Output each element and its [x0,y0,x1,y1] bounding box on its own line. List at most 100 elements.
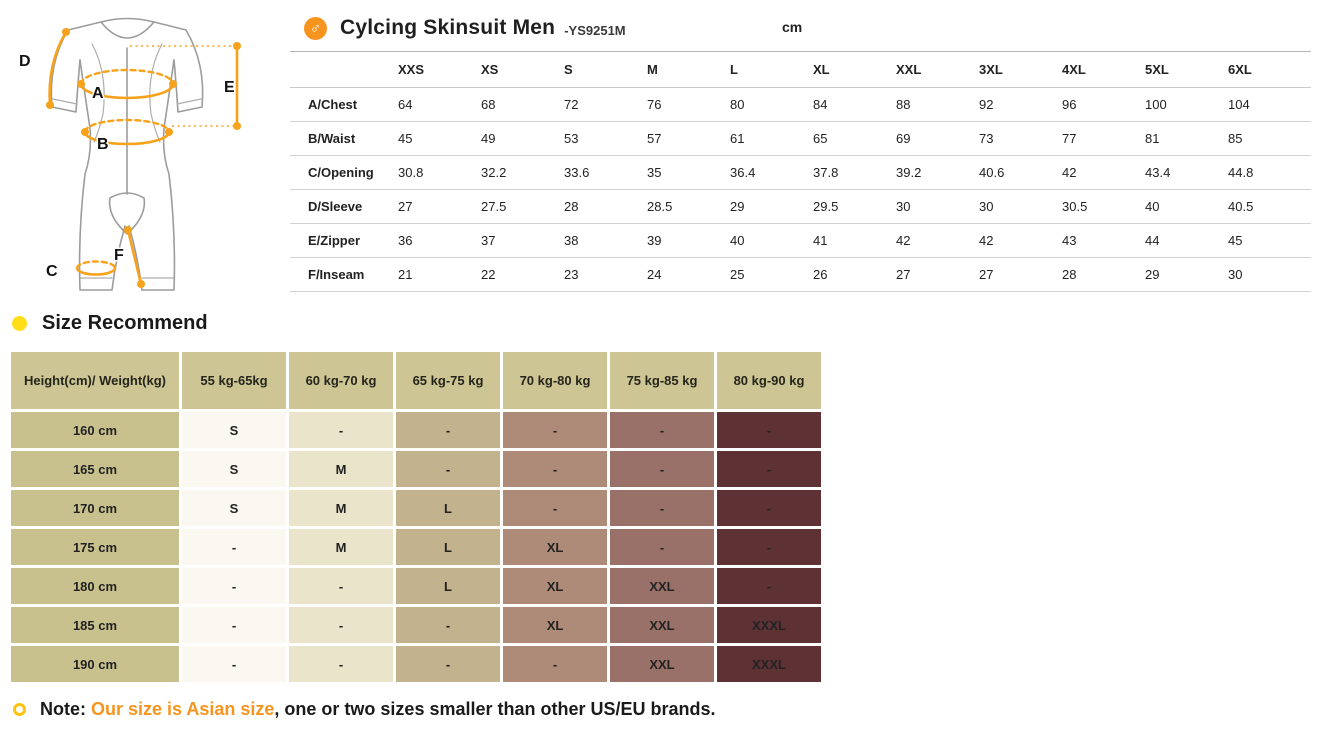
size-table-row: F/Inseam 21 22 23 24 25 26 27 27 28 29 30 [290,257,1311,292]
product-model-code: -YS9251M [564,22,626,38]
note-bullet-ring-icon [13,703,26,716]
right-sleeve [153,21,204,113]
product-title: Cylcing Skinsuit Men [340,16,556,39]
measurement-label: F/Inseam [290,257,398,292]
recommend-size-cell: - [289,607,393,643]
weight-range-header: 65 kg-75 kg [396,352,500,409]
size-table-row: A/Chest 64 68 72 76 80 84 88 92 96 100 104 [290,87,1311,122]
recommend-row: 190 cm - - - - XXL XXXL [11,646,821,682]
height-label: 190 cm [11,646,179,682]
size-column-header: XS [481,51,564,88]
diagram-label-opening: C [46,263,58,280]
measurement-value: 69 [896,121,979,156]
size-table-row: B/Waist 45 49 53 57 61 65 69 73 77 81 85 [290,121,1311,156]
right-cuff-band [176,98,202,105]
recommend-size-cell: XXL [610,607,714,643]
measurement-value: 30 [979,189,1062,224]
measurement-value: 40.6 [979,155,1062,190]
size-column-header: XXS [398,51,481,88]
measurement-value: 42 [979,223,1062,258]
measurement-value: 45 [1228,223,1311,258]
product-size-section: ♂ Cylcing Skinsuit Men -YS9251M cm XXS XS… [290,10,1319,292]
male-gender-icon: ♂ [304,16,327,40]
measurement-value: 36 [398,223,481,258]
measurement-value: 65 [813,121,896,156]
size-table-corner [290,51,398,88]
height-label: 185 cm [11,607,179,643]
size-column-header: S [564,51,647,88]
recommend-size-cell: L [396,568,500,604]
measurement-value: 39 [647,223,730,258]
measurement-value: 22 [481,257,564,292]
measurement-value: 43 [1062,223,1145,258]
recommend-size-cell: - [610,490,714,526]
inseam-measure-dot-bottom [137,280,145,288]
recommend-size-cell: L [396,529,500,565]
measurement-value: 73 [979,121,1062,156]
zipper-measure-dot-bottom [233,122,241,130]
measurement-value: 38 [564,223,647,258]
recommend-size-cell: S [182,412,286,448]
measurement-value: 57 [647,121,730,156]
measurement-label: B/Waist [290,121,398,156]
weight-range-header: 55 kg-65kg [182,352,286,409]
measurement-value: 25 [730,257,813,292]
recommend-size-cell: - [717,529,821,565]
chest-measure-dashed-arc [79,68,175,86]
recommend-size-cell: - [610,451,714,487]
collar-outline [100,17,155,23]
measurement-value: 45 [398,121,481,156]
weight-range-header: 60 kg-70 kg [289,352,393,409]
recommend-size-cell: - [182,568,286,604]
size-column-header: XXL [896,51,979,88]
measurement-value: 42 [1062,155,1145,190]
recommend-row: 185 cm - - - XL XXL XXXL [11,607,821,643]
measurement-value: 27 [896,257,979,292]
measurement-value: 84 [813,87,896,122]
yellow-bullet-icon [12,316,27,331]
measurement-value: 30.5 [1062,189,1145,224]
sleeve-measure-line [48,30,68,107]
measurement-value: 28 [564,189,647,224]
recommend-size-cell: - [396,646,500,682]
measurement-value: 26 [813,257,896,292]
recommend-size-cell: S [182,490,286,526]
recommend-size-cell: - [503,451,607,487]
height-label: 165 cm [11,451,179,487]
measurement-value: 40 [730,223,813,258]
recommend-size-cell: XL [503,607,607,643]
recommend-size-cell: XXXL [717,646,821,682]
recommend-size-cell: - [396,451,500,487]
measurement-value: 28.5 [647,189,730,224]
measurement-value: 37.8 [813,155,896,190]
measurement-value: 44.8 [1228,155,1311,190]
inseam-measure-dot-top [124,226,132,234]
recommend-size-cell: - [717,451,821,487]
recommend-size-cell: - [289,646,393,682]
recommend-size-cell: - [503,646,607,682]
weight-range-header: 70 kg-80 kg [503,352,607,409]
size-column-header: L [730,51,813,88]
sleeve-measure-dot-top [62,28,70,36]
recommend-size-cell: - [396,607,500,643]
size-column-header: M [647,51,730,88]
recommend-size-cell: - [289,412,393,448]
measurement-value: 72 [564,87,647,122]
size-column-header: XL [813,51,896,88]
measurement-value: 27 [979,257,1062,292]
measurement-value: 30 [896,189,979,224]
chest-measure-dot-right [169,80,177,88]
measurement-value: 27.5 [481,189,564,224]
neckline [100,21,155,39]
measurement-value: 41 [813,223,896,258]
recommend-size-cell: M [289,451,393,487]
recommend-size-cell: - [717,490,821,526]
size-column-header: 5XL [1145,51,1228,88]
measurement-label: D/Sleeve [290,189,398,224]
chest-measure-dot-left [77,80,85,88]
recommend-size-cell: - [503,412,607,448]
recommend-corner-header: Height(cm)/ Weight(kg) [11,352,179,409]
measurement-label: E/Zipper [290,223,398,258]
waist-measure-dot-left [81,128,89,136]
size-column-header: 4XL [1062,51,1145,88]
